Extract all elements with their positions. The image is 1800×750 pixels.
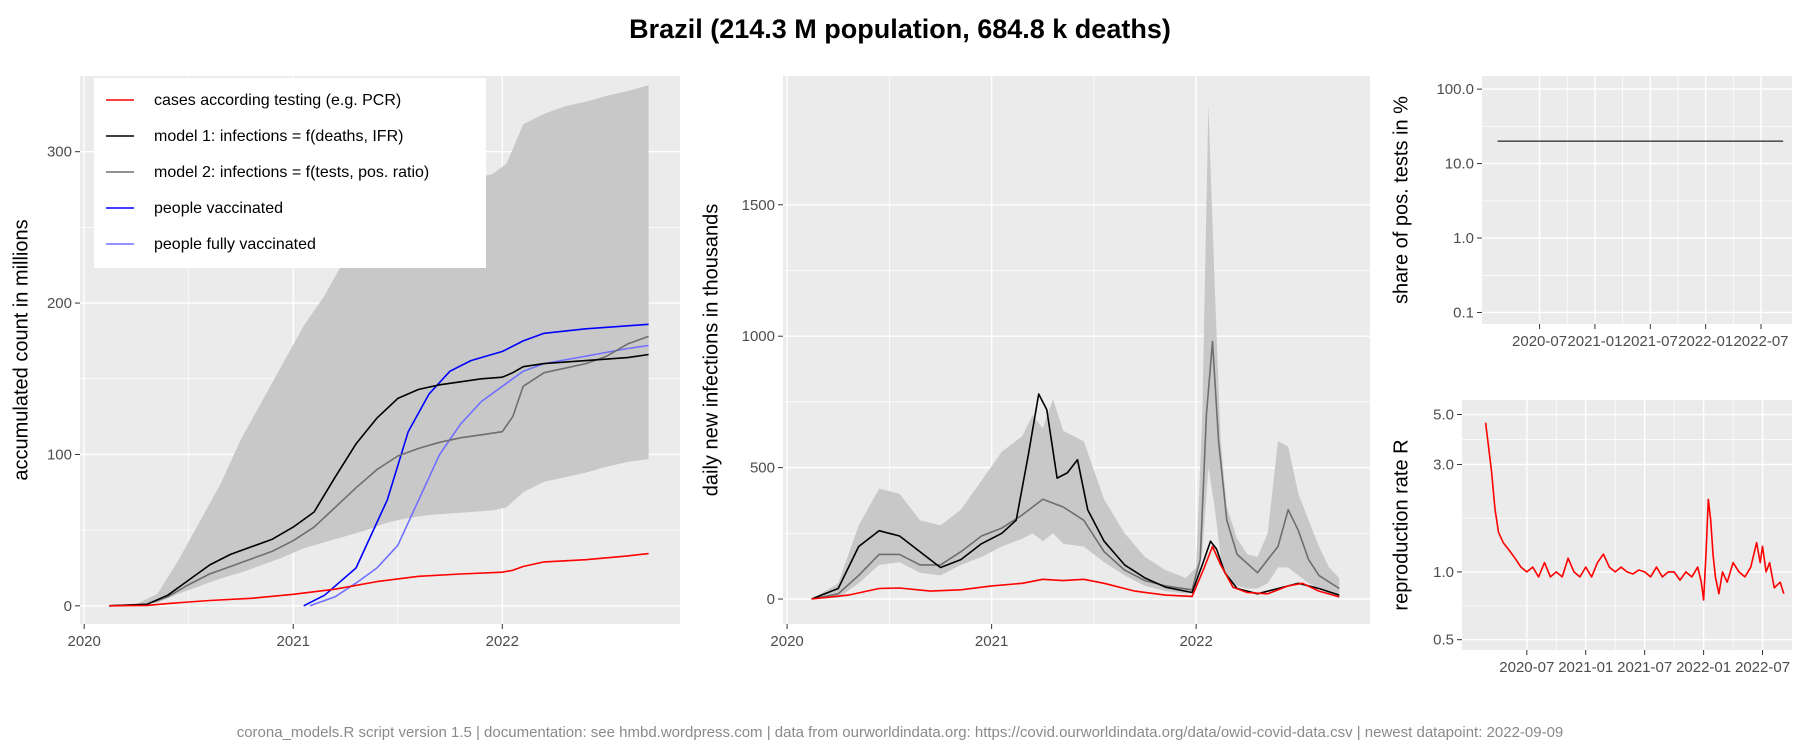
y-tick-label: 10.0 [1445,156,1474,173]
x-tick-label: 2020 [770,633,803,650]
y-tick-label: 1.0 [1453,230,1474,247]
x-tick-label: 2021 [277,633,310,650]
legend-label: people vaccinated [154,200,283,217]
y-tick-label: 0 [64,598,72,615]
y-tick-label: 200 [47,295,72,312]
series-line-model-1-infections-f-deaths-ifr [811,393,1340,600]
y-tick-label: 5.0 [1433,407,1454,424]
series-line-model-1-infections-f-deaths-ifr [109,353,649,607]
series-line-model-2-infections-f-tests-pos-ratio [811,340,1340,600]
uncertainty-band [811,104,1340,600]
series-line-reproduction [1484,422,1785,601]
daily-chart: 2020 2021 2022 0 500 1000 1500 daily new infect… [700,76,1370,650]
y-axis-title: accumulated count in millions [10,219,32,480]
series-line-cases-according-testing-e-g-pcr [811,545,1340,600]
x-tick-label: 2021-07 [1617,659,1672,676]
y-tick-label: 500 [750,460,775,477]
y-axis-title: daily new infections in thousands [700,204,722,496]
y-tick-label: 0.1 [1453,304,1474,321]
pos-share-chart: 2020-07 2021-01 2021-07 2022-01 2022-07 0.1 1.… [1390,76,1792,350]
x-tick-label: 2020 [67,633,100,650]
y-tick-label: 1.0 [1433,564,1454,581]
figure-title: Brazil (214.3 M population, 684.8 k deat… [629,14,1171,44]
x-tick-label: 2021 [975,633,1008,650]
y-axis-title: reproduction rate R [1390,439,1412,610]
accumulated-chart: 2020 2021 2022 0 100 200 300 accumulated count … [10,76,680,650]
x-tick-label: 2021-01 [1567,333,1622,350]
legend-label: model 1: infections = f(deaths, IFR) [154,128,403,145]
series-line-model-2-infections-f-tests-pos-ratio [109,335,649,607]
x-tick-label: 2022-01 [1676,659,1731,676]
x-tick-label: 2022-07 [1735,659,1790,676]
footer-caption: corona_models.R script version 1.5 | doc… [236,724,1564,741]
legend-label: people fully vaccinated [154,236,316,253]
y-tick-label: 0.5 [1433,632,1454,649]
plot-panel [1482,76,1792,324]
x-tick-label: 2022 [486,633,519,650]
uncertainty-band [109,85,649,606]
y-tick-label: 0 [767,591,775,608]
x-tick-label: 2021-01 [1558,659,1613,676]
series-line-cases-according-testing-e-g-pcr [109,552,649,607]
y-axis-title: share of pos. tests in % [1390,96,1412,304]
x-tick-label: 2022-01 [1678,333,1733,350]
legend-label: cases according testing (e.g. PCR) [154,92,401,109]
y-tick-label: 3.0 [1433,456,1454,473]
y-tick-label: 100.0 [1436,81,1474,98]
series-line-people-fully-vaccinated [309,344,649,607]
y-tick-label: 1000 [742,328,775,345]
x-tick-label: 2021-07 [1623,333,1678,350]
legend-label: model 2: infections = f(tests, pos. rati… [154,164,429,181]
series-line-people-vaccinated [303,323,649,607]
plot-panel [1462,400,1792,650]
y-tick-label: 300 [47,144,72,161]
x-tick-label: 2020-07 [1512,333,1567,350]
x-tick-label: 2020-07 [1499,659,1554,676]
legend-box [94,78,486,268]
reproduction-chart: 2020-07 2021-01 2021-07 2022-01 2022-07 0.5 1.… [1390,400,1792,676]
x-tick-label: 2022 [1179,633,1212,650]
x-tick-label: 2022-07 [1733,333,1788,350]
y-tick-label: 1500 [742,197,775,214]
y-tick-label: 100 [47,446,72,463]
